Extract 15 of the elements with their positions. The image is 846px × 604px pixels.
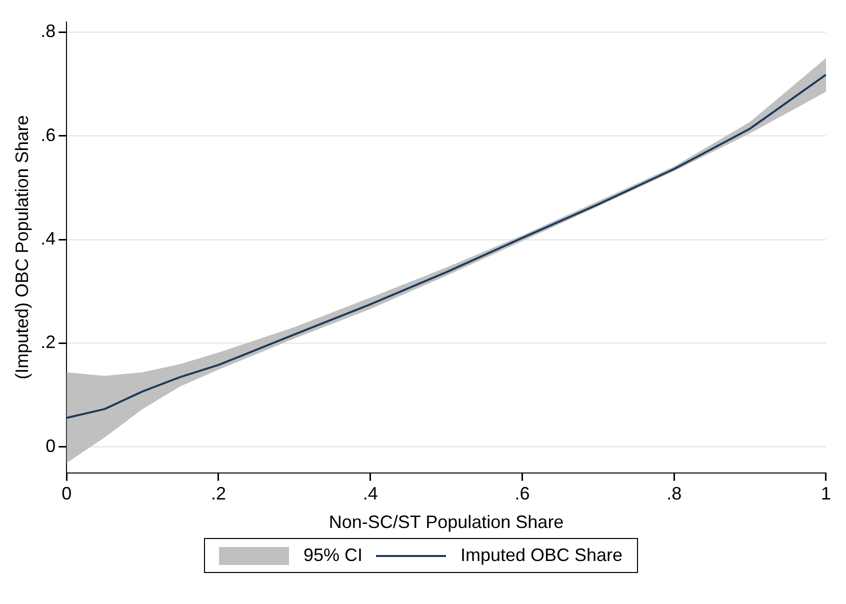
x-axis-title: Non-SC/ST Population Share (328, 512, 564, 532)
x-tick-label: 0 (62, 484, 72, 504)
text: 95% CI (303, 545, 362, 566)
y-axis-title: (Imputed) OBC Population Share (12, 115, 32, 380)
y-tick-label: 0 (46, 436, 56, 456)
y-tick-label: .6 (40, 124, 56, 145)
y-tick-label: .2 (40, 332, 56, 352)
y-tick-label: .4 (40, 228, 56, 248)
x-tick-label: .4 (362, 484, 378, 504)
x-tick-label: .8 (666, 484, 682, 504)
y-tick-label: .8 (40, 21, 56, 42)
x-tick-label: .2 (210, 484, 226, 504)
x-tick-label: .6 (514, 484, 530, 504)
legend-label: Imputed OBC Share (460, 545, 623, 566)
x-tick-label: 1 (820, 484, 831, 504)
